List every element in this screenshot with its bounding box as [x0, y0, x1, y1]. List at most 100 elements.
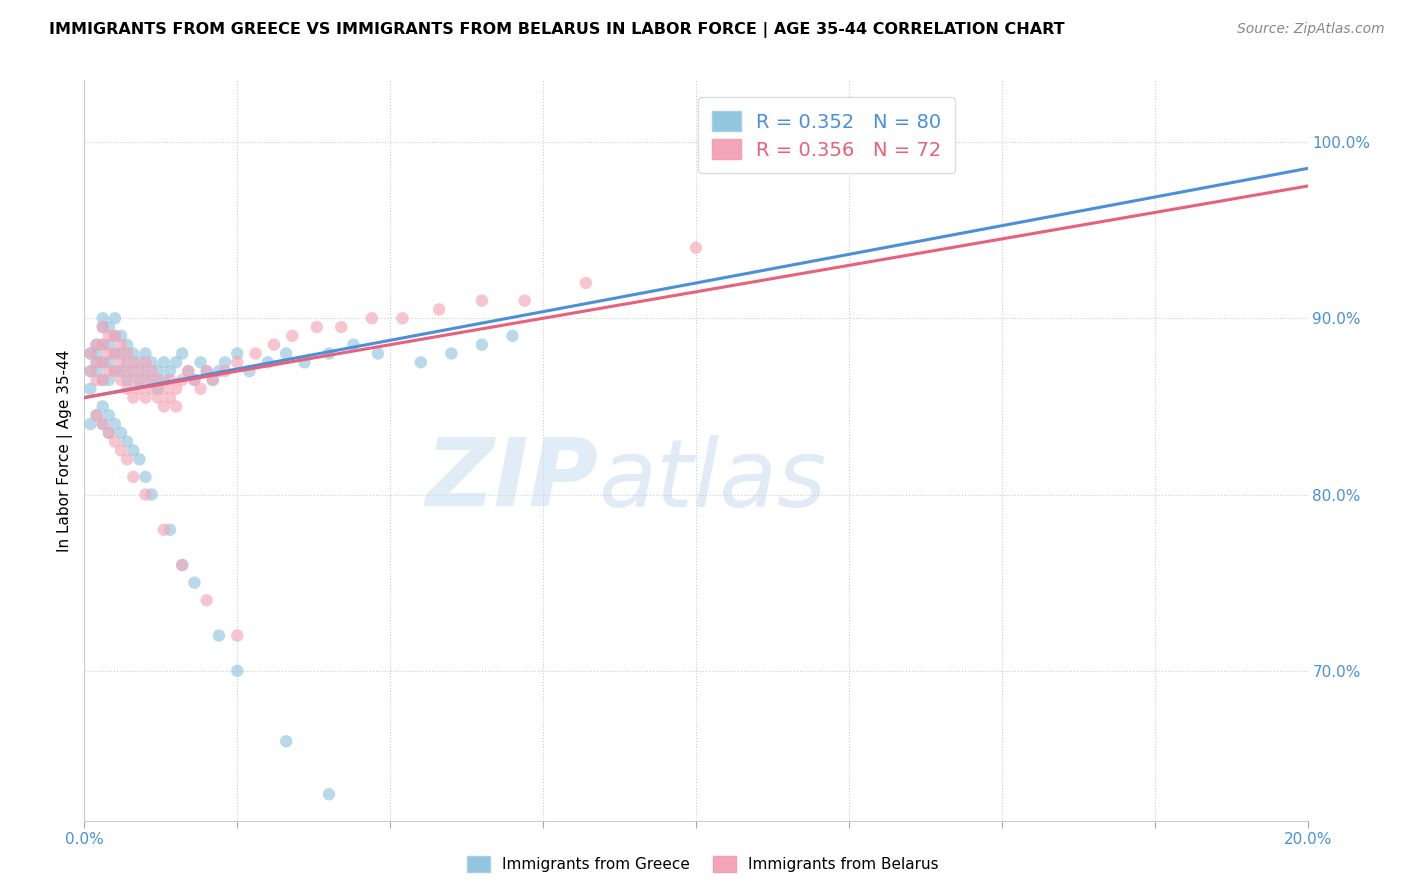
Point: [97, 425, 120, 440]
Point: [153, 523, 176, 537]
Point: [91, 337, 114, 351]
Point: [97, 408, 120, 422]
Point: [257, 355, 280, 369]
Point: [135, 470, 157, 484]
Point: [104, 364, 127, 378]
Point: [115, 364, 138, 378]
Point: [91, 400, 114, 414]
Point: [115, 355, 138, 369]
Point: [183, 575, 205, 590]
Point: [141, 355, 163, 369]
Point: [91, 417, 114, 431]
Point: [214, 364, 236, 378]
Point: [226, 346, 249, 360]
Point: [122, 373, 145, 387]
Point: [79, 417, 101, 431]
Point: [104, 364, 127, 378]
Point: [342, 337, 364, 351]
Point: [177, 364, 200, 378]
Point: [115, 337, 138, 351]
Point: [318, 346, 340, 360]
Point: [128, 364, 150, 378]
Point: [226, 629, 249, 643]
Point: [360, 311, 382, 326]
Point: [79, 382, 101, 396]
Point: [318, 787, 340, 801]
Legend: Immigrants from Greece, Immigrants from Belarus: Immigrants from Greece, Immigrants from …: [460, 848, 946, 880]
Point: [330, 320, 353, 334]
Point: [104, 434, 127, 449]
Point: [122, 346, 145, 360]
Point: [685, 241, 707, 255]
Text: IMMIGRANTS FROM GREECE VS IMMIGRANTS FROM BELARUS IN LABOR FORCE | AGE 35-44 COR: IMMIGRANTS FROM GREECE VS IMMIGRANTS FRO…: [49, 22, 1064, 38]
Point: [165, 382, 187, 396]
Point: [427, 302, 450, 317]
Point: [110, 373, 132, 387]
Point: [79, 346, 101, 360]
Point: [122, 391, 145, 405]
Point: [471, 337, 494, 351]
Point: [281, 329, 304, 343]
Point: [502, 329, 524, 343]
Point: [110, 355, 132, 369]
Point: [159, 364, 181, 378]
Point: [97, 320, 120, 334]
Point: [263, 337, 285, 351]
Point: [409, 355, 432, 369]
Point: [110, 337, 132, 351]
Point: [165, 400, 187, 414]
Point: [141, 487, 163, 501]
Point: [91, 320, 114, 334]
Point: [869, 135, 891, 149]
Point: [146, 382, 169, 396]
Point: [86, 373, 108, 387]
Legend: R = 0.352   N = 80, R = 0.356   N = 72: R = 0.352 N = 80, R = 0.356 N = 72: [699, 97, 955, 173]
Point: [367, 346, 389, 360]
Point: [86, 364, 108, 378]
Point: [172, 558, 194, 572]
Point: [141, 373, 163, 387]
Point: [110, 329, 132, 343]
Point: [172, 346, 194, 360]
Point: [159, 391, 181, 405]
Point: [141, 382, 163, 396]
Point: [79, 364, 101, 378]
Text: Source: ZipAtlas.com: Source: ZipAtlas.com: [1237, 22, 1385, 37]
Point: [190, 382, 212, 396]
Point: [513, 293, 536, 308]
Point: [91, 373, 114, 387]
Point: [305, 320, 328, 334]
Point: [195, 364, 218, 378]
Point: [440, 346, 463, 360]
Point: [91, 373, 114, 387]
Point: [135, 346, 157, 360]
Point: [97, 364, 120, 378]
Point: [110, 346, 132, 360]
Point: [91, 320, 114, 334]
Point: [122, 355, 145, 369]
Point: [153, 382, 176, 396]
Point: [86, 408, 108, 422]
Point: [195, 364, 218, 378]
Point: [165, 355, 187, 369]
Point: [135, 355, 157, 369]
Point: [201, 373, 224, 387]
Point: [104, 329, 127, 343]
Point: [104, 311, 127, 326]
Point: [183, 373, 205, 387]
Point: [91, 337, 114, 351]
Point: [97, 329, 120, 343]
Point: [97, 346, 120, 360]
Point: [471, 293, 494, 308]
Point: [159, 523, 181, 537]
Point: [276, 734, 298, 748]
Point: [104, 329, 127, 343]
Point: [91, 311, 114, 326]
Point: [276, 346, 298, 360]
Point: [141, 364, 163, 378]
Point: [226, 355, 249, 369]
Point: [128, 355, 150, 369]
Point: [208, 364, 231, 378]
Point: [177, 364, 200, 378]
Text: atlas: atlas: [598, 434, 827, 525]
